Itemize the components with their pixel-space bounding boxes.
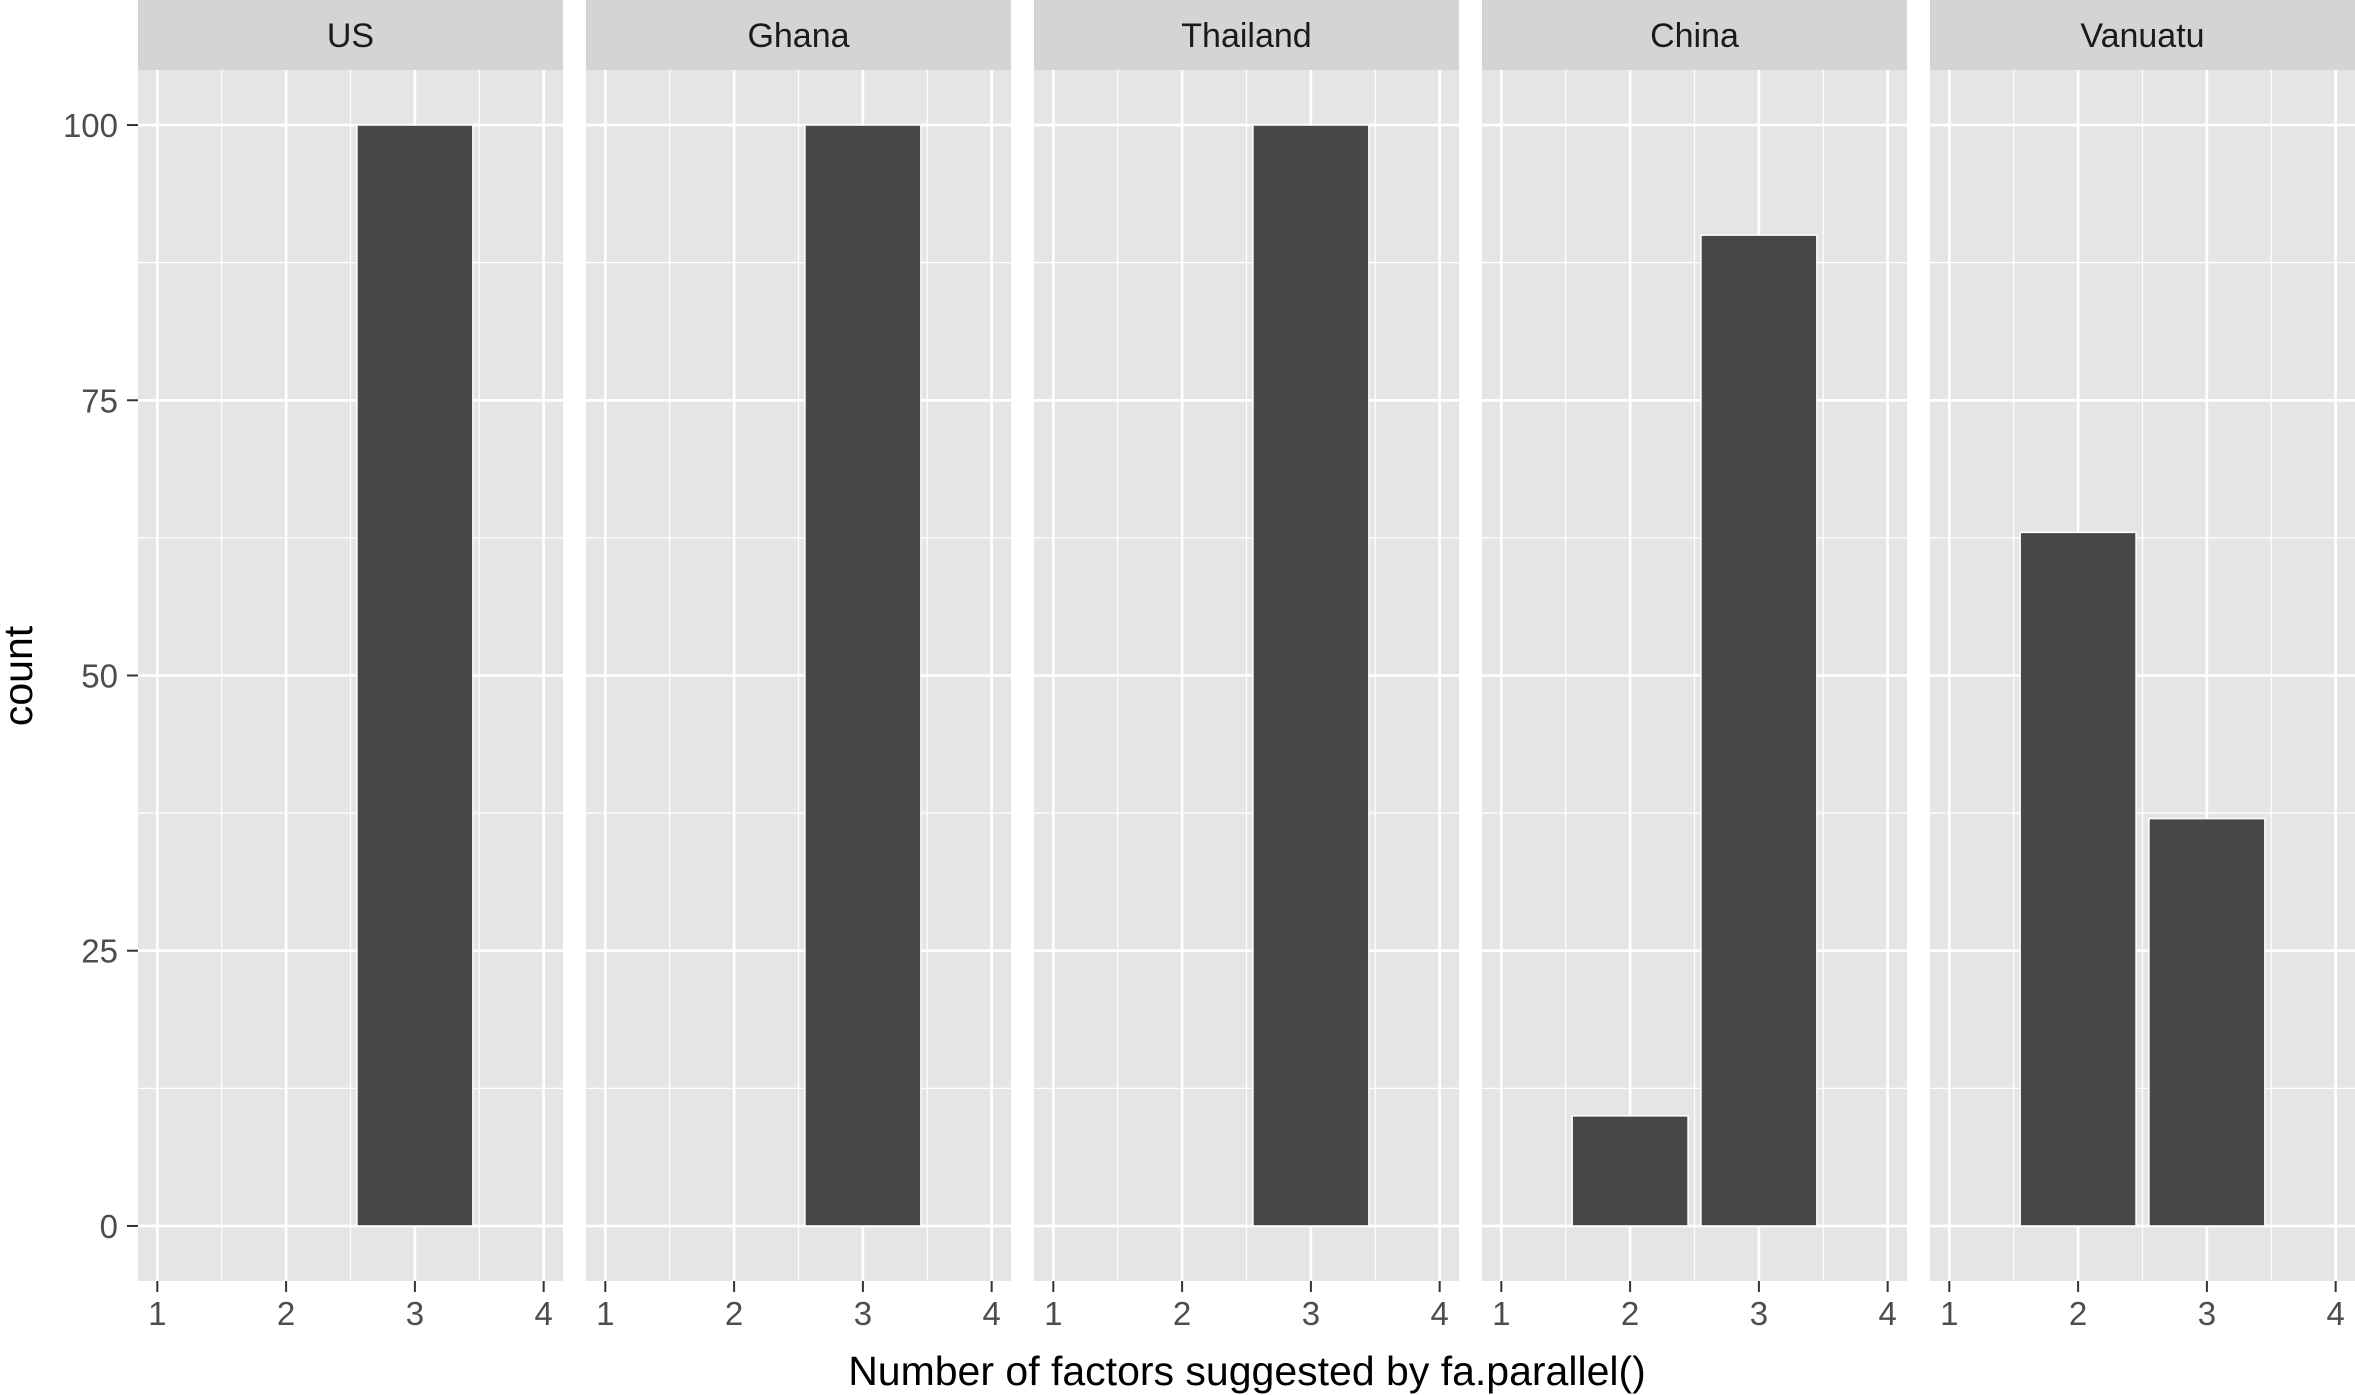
- x-tick-label: 2: [1621, 1295, 1639, 1332]
- x-tick-label: 2: [1173, 1295, 1191, 1332]
- bar-us-3: [356, 124, 474, 1227]
- x-tick-label: 4: [1879, 1295, 1897, 1332]
- bar-vanuatu-3: [2148, 817, 2266, 1227]
- x-tick-label: 4: [1431, 1295, 1449, 1332]
- x-tick-label: 3: [1302, 1295, 1320, 1332]
- strip-label-vanuatu: Vanuatu: [2080, 17, 2204, 55]
- x-tick-label: 1: [1044, 1295, 1062, 1332]
- x-tick-label: 3: [406, 1295, 424, 1332]
- x-tick-label: 3: [2198, 1295, 2216, 1332]
- x-tick-label: 3: [854, 1295, 872, 1332]
- x-tick-label: 3: [1750, 1295, 1768, 1332]
- bar-china-3: [1700, 234, 1818, 1227]
- x-tick-label: 4: [2327, 1295, 2345, 1332]
- bar-china-2: [1571, 1115, 1689, 1227]
- strip-ghana: [586, 0, 1011, 70]
- y-tick-label: 25: [81, 933, 118, 970]
- strip-china: [1482, 0, 1907, 70]
- x-tick-label: 1: [596, 1295, 614, 1332]
- y-tick-label: 50: [81, 658, 118, 695]
- y-tick-label: 100: [63, 107, 118, 144]
- x-axis-title: Number of factors suggested by fa.parall…: [848, 1348, 1646, 1394]
- x-tick-label: 1: [148, 1295, 166, 1332]
- bar-thailand-3: [1252, 124, 1370, 1227]
- strip-label-us: US: [327, 17, 374, 55]
- strip-label-ghana: Ghana: [747, 17, 849, 55]
- y-axis-title: count: [0, 625, 41, 726]
- facet-vanuatu: Vanuatu 1 2 3 4: [1930, 0, 2355, 1332]
- facet-ghana: Ghana 1 2 3 4: [586, 0, 1011, 1332]
- bar-ghana-3: [804, 124, 922, 1227]
- x-tick-label: 4: [535, 1295, 553, 1332]
- x-tick-label: 1: [1940, 1295, 1958, 1332]
- x-tick-label: 2: [725, 1295, 743, 1332]
- bar-vanuatu-2: [2019, 531, 2137, 1227]
- x-tick-label: 2: [277, 1295, 295, 1332]
- strip-thailand: [1034, 0, 1459, 70]
- y-axis: 0 25 50 75 100: [63, 107, 138, 1245]
- strip-vanuatu: [1930, 0, 2355, 70]
- facet-us: US 1 2 3 4: [138, 0, 563, 1332]
- facet-china: China 1 2 3 4: [1482, 0, 1907, 1332]
- facet-thailand: Thailand 1 2 3 4: [1034, 0, 1459, 1332]
- x-tick-label: 2: [2069, 1295, 2087, 1332]
- y-tick-label: 75: [81, 382, 118, 419]
- x-tick-label: 4: [983, 1295, 1001, 1332]
- strip-label-thailand: Thailand: [1181, 17, 1311, 55]
- y-tick-label: 0: [100, 1208, 118, 1245]
- strip-label-china: China: [1650, 17, 1739, 55]
- strip-us: [138, 0, 563, 70]
- x-tick-label: 1: [1492, 1295, 1510, 1332]
